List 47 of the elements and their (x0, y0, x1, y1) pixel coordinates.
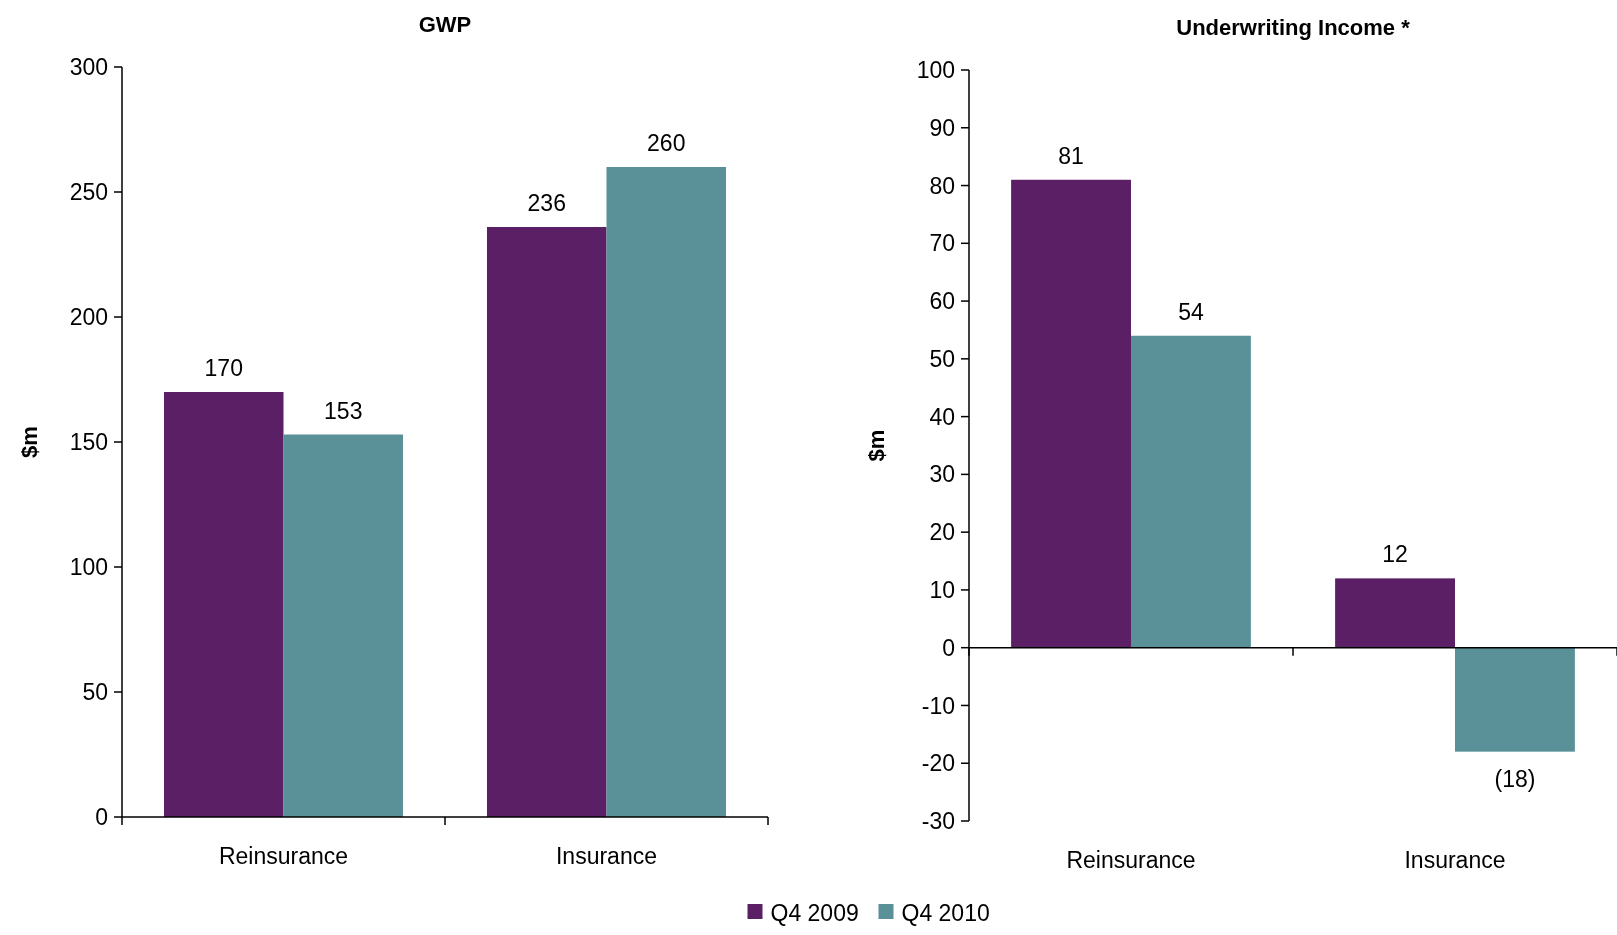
legend-label: Q4 2009 (770, 900, 859, 926)
y-tick-label: 30 (929, 461, 955, 488)
y-tick-label: 0 (95, 804, 108, 831)
y-tick-label: -10 (921, 692, 955, 719)
y-tick-label: 200 (69, 304, 108, 331)
chart-title: GWP (418, 12, 472, 37)
y-tick-label: 100 (69, 554, 108, 581)
data-label: (18) (1494, 765, 1536, 792)
y-tick-label: 150 (69, 429, 108, 456)
bar (606, 167, 727, 817)
y-tick-label: 250 (69, 179, 108, 206)
data-label: 12 (1382, 541, 1408, 568)
data-label: 153 (324, 397, 363, 424)
y-axis-title: $m (17, 426, 42, 458)
y-tick-label: 0 (942, 634, 955, 661)
chart-title: Underwriting Income * (1176, 15, 1411, 40)
x-tick-label: Reinsurance (1066, 847, 1196, 873)
bar (1455, 647, 1575, 752)
y-tick-label: 10 (929, 576, 955, 603)
bar (1011, 179, 1131, 648)
y-tick-label: 80 (929, 172, 955, 199)
y-tick-label: -30 (921, 808, 955, 835)
y-tick-label: 60 (929, 288, 955, 315)
x-tick-label: Insurance (555, 843, 658, 869)
y-tick-label: 90 (929, 114, 955, 141)
data-label: 236 (527, 190, 566, 216)
y-tick-label: 20 (929, 519, 955, 546)
data-label: 170 (204, 355, 243, 381)
y-axis-title: $m (864, 429, 889, 462)
bar (283, 434, 404, 817)
data-label: 81 (1058, 142, 1084, 169)
data-label: 260 (647, 130, 686, 156)
bar (1131, 335, 1251, 648)
y-tick-label: 100 (916, 57, 955, 84)
y-tick-label: 300 (69, 54, 108, 81)
data-label: 54 (1178, 298, 1204, 325)
y-tick-label: 50 (82, 679, 108, 706)
x-tick-label: Insurance (1404, 847, 1506, 873)
x-tick-label: Reinsurance (218, 843, 349, 869)
y-tick-label: 70 (929, 230, 955, 257)
y-tick-label: 50 (929, 345, 955, 372)
bar (486, 227, 607, 817)
y-tick-label: -20 (921, 750, 955, 777)
y-tick-label: 40 (929, 403, 955, 430)
bar (163, 392, 284, 817)
bar (1335, 578, 1455, 648)
legend-label: Q4 2010 (901, 900, 990, 926)
